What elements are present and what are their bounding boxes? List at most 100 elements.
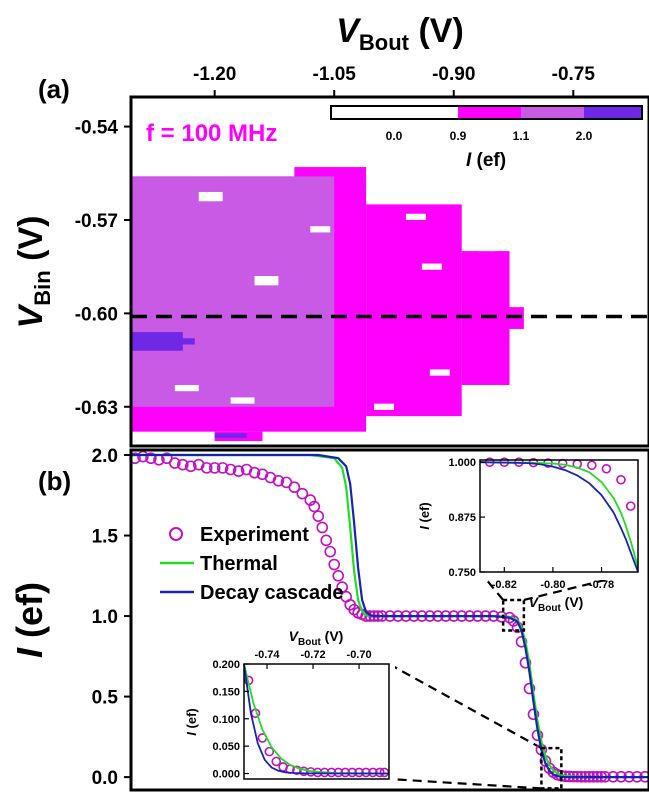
- panel-a-y-axis-label: VBin (V): [12, 216, 55, 329]
- colorbar-segment-violet: [521, 106, 584, 119]
- colorbar-tick-label: 1.1: [513, 129, 530, 143]
- inset-top-y-tick-label: 1.000: [448, 457, 476, 469]
- panel-a-x-tick-label: -0.75: [552, 64, 596, 85]
- legend-label-thermal: Thermal: [200, 553, 278, 575]
- panel-b-experiment-point: [296, 487, 309, 500]
- panel-b-y-tick-label: 1.5: [92, 527, 119, 548]
- inset-bottom-x-tick-label: -0.70: [347, 649, 372, 661]
- heatmap-region: [477, 244, 494, 252]
- panel-b-experiment-point: [336, 581, 348, 593]
- panel-b-y-tick-label: 1.0: [92, 607, 118, 628]
- panel-a-y-tick-label: -0.54: [75, 118, 119, 139]
- heatmap-region: [166, 338, 195, 345]
- inset-bottom-frame: [243, 663, 390, 780]
- heatmap-region: [198, 191, 223, 202]
- inset-bottom-experiment-point: [264, 746, 275, 757]
- panel-b-experiment-point: [216, 462, 229, 474]
- panel-a-top-axis: -1.20 -1.05 -0.90 -0.75: [193, 64, 595, 97]
- colorbar: 0.0 0.9 1.1 2.0 I (ef): [330, 105, 643, 171]
- inset-bottom-experiment-point: [368, 767, 378, 778]
- inset-top-x-tick-label: -0.80: [540, 579, 565, 591]
- inset-bottom-x-axis-label: VBout (V): [289, 628, 344, 648]
- inset-top-y-tick-label: 0.875: [448, 512, 476, 524]
- panel-b-y-axis-label: I (ef): [9, 582, 50, 658]
- panel-a-frame: [129, 95, 649, 448]
- panel-a-x-tick-label: -0.90: [432, 64, 475, 85]
- inset-bottom-series: [243, 663, 390, 778]
- inset-top-x-tick-label: -0.82: [492, 579, 517, 591]
- zoom-connector-lines: [388, 570, 639, 790]
- colorbar-tick-label: 2.0: [576, 129, 593, 143]
- heatmap-region: [131, 176, 335, 407]
- heatmap-region: [174, 384, 199, 392]
- inset-bottom-x-tick-label: -0.72: [301, 649, 326, 661]
- inset-bottom-decay-cascade-line: [243, 663, 389, 775]
- colorbar-segment-magenta: [458, 106, 521, 119]
- inset-bottom-y-tick-label: 0.100: [212, 714, 240, 726]
- heatmap-region: [214, 433, 247, 438]
- inset-top-frame: [479, 459, 639, 573]
- panel-b-frame: [129, 448, 649, 792]
- panel-b-experiment-point: [137, 450, 149, 463]
- inset-top-thermal-line: [479, 461, 639, 568]
- inset-top-y-tick-label: 0.750: [448, 567, 476, 579]
- panel-b-experiment-point: [184, 460, 197, 473]
- inset-top-y-axis-label: I (ef): [417, 502, 432, 529]
- zoom-boxes: [501, 598, 563, 790]
- inset-bottom-experiment-point: [374, 767, 385, 778]
- panel-b-experiment-point: [208, 462, 221, 474]
- panel-b-y-tick-label: 0.0: [92, 768, 118, 789]
- panel-a-x-tick-label: -1.20: [193, 64, 236, 85]
- zoom-box: [501, 598, 526, 632]
- panel-b-decay-cascade-line: [131, 453, 649, 779]
- inset-top-decay-cascade-line: [479, 461, 639, 573]
- heatmap-region: [310, 226, 331, 233]
- panel-b-series: [129, 450, 649, 783]
- panel-a-y-tick-label: -0.57: [75, 211, 118, 232]
- inset-top-axes: -0.82 -0.80 -0.78 1.000 0.875 0.750: [448, 457, 614, 591]
- panel-b-label: (b): [38, 466, 71, 496]
- panel-b-line-chart: 0.0 0.5 1.0 1.5 2.0 I (ef) Experiment Therma…: [9, 446, 649, 792]
- inset-bottom-y-tick-label: 0.200: [212, 659, 240, 671]
- inset-top-experiment-point: [625, 501, 636, 511]
- legend: Experiment Thermal Decay cascade: [160, 524, 343, 604]
- zoom-connector-line: [388, 777, 542, 790]
- heatmap-region: [374, 403, 394, 410]
- inset-bottom-x-tick-label: -0.74: [254, 649, 280, 661]
- panel-b-experiment-point: [200, 462, 213, 474]
- zoom-connector-line: [388, 663, 542, 750]
- panel-b-experiment-point: [312, 510, 325, 523]
- inset-bottom-experiment-point: [271, 756, 282, 767]
- panel-b-experiment-point: [324, 545, 337, 558]
- panel-b-y-tick-label: 2.0: [92, 446, 118, 467]
- panel-a-heatmap: f = 100 MHz -1.20 -1.05 -0.90 -0.75 -0.54-0…: [12, 12, 649, 448]
- inset-top-x-tick-label: -0.78: [589, 579, 614, 591]
- inset-top-background: [420, 455, 645, 580]
- inset-bottom-background: [200, 622, 395, 782]
- inset-top-experiment-point: [616, 474, 626, 485]
- inset-bottom-y-axis-label: I (ef): [184, 708, 199, 735]
- panel-b-experiment-point: [308, 500, 321, 513]
- heatmap-regions: [131, 167, 524, 442]
- heatmap-region: [230, 397, 255, 404]
- heatmap-region: [421, 263, 442, 270]
- panel-b-experiment-point: [145, 452, 157, 465]
- colorbar-label: I (ef): [466, 150, 506, 171]
- inset-top-x-axis-label: VBout (V): [529, 594, 584, 614]
- panel-b-experiment-point: [523, 682, 536, 695]
- colorbar-tick-label: 0.0: [386, 129, 403, 143]
- inset-top-series: [479, 457, 639, 573]
- panel-b-experiment-point: [519, 656, 532, 669]
- inset-bottom-experiment-point: [292, 765, 302, 776]
- inset-bottom-y-tick-label: 0.000: [212, 769, 240, 781]
- panel-b-experiment-point: [248, 466, 261, 479]
- inset-bottom-y-tick-label: 0.050: [212, 741, 240, 753]
- zoom-box: [540, 746, 563, 790]
- panel-a-label: (a): [38, 74, 70, 104]
- legend-label-decay-cascade: Decay cascade: [200, 582, 343, 604]
- frequency-annotation: f = 100 MHz: [146, 120, 277, 147]
- panel-b-experiment-point: [272, 474, 285, 487]
- panel-b-experiment-point: [320, 534, 333, 547]
- heatmap-region: [429, 369, 450, 376]
